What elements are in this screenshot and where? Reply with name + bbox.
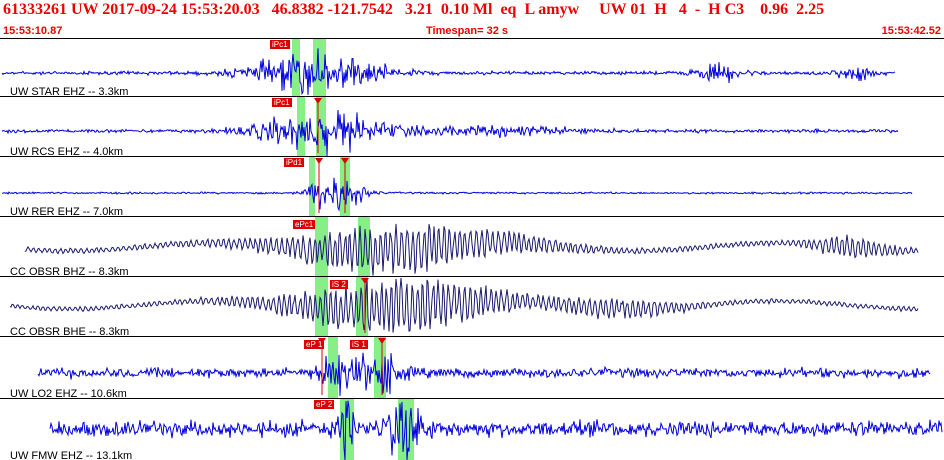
seismogram-waveform xyxy=(49,399,943,460)
pick-tag[interactable]: iPd1 xyxy=(284,158,305,167)
pick-marker-triangle[interactable] xyxy=(361,278,369,284)
end-time-label: 15:53:42.52 xyxy=(881,25,941,37)
event-summary-title: 61333261 UW 2017-09-24 15:53:20.03 46.83… xyxy=(3,1,825,18)
trace-uw-lo2[interactable]: eP 1 iS 1 UW LO2 EHZ -- 10.6km xyxy=(0,336,944,398)
pick-window-band xyxy=(313,39,326,96)
seismogram-waveform xyxy=(1,97,899,156)
trace-label: UW RER EHZ -- 7.0km xyxy=(10,206,124,216)
trace-label: UW FMW EHZ -- 13.1km xyxy=(10,450,133,460)
waveform-trace-line xyxy=(1,177,913,212)
pick-marker-triangle[interactable] xyxy=(315,158,323,164)
pick-tag[interactable]: iPc1 xyxy=(272,98,292,107)
trace-uw-star[interactable]: iPc1 UW STAR EHZ -- 3.3km xyxy=(0,38,944,96)
trace-label: UW STAR EHZ -- 3.3km xyxy=(10,86,129,96)
pick-tag[interactable]: ePc1 xyxy=(293,220,316,229)
trace-label: UW RCS EHZ -- 4.0km xyxy=(10,146,124,156)
trace-label: UW LO2 EHZ -- 10.6km xyxy=(10,388,127,398)
trace-uw-fmw[interactable]: eP 2 UW FMW EHZ -- 13.1km xyxy=(0,398,944,460)
trace-uw-rer[interactable]: iPd1 UW RER EHZ -- 7.0km xyxy=(0,156,944,216)
pick-tag[interactable]: iPc1 xyxy=(270,40,290,49)
pick-tag[interactable]: iS 2 xyxy=(330,280,348,289)
seismogram-waveform xyxy=(9,277,919,336)
waveform-panel[interactable]: iPc1 UW STAR EHZ -- 3.3km iPc1 UW RCS EH… xyxy=(0,38,944,460)
waveform-trace-line xyxy=(1,48,896,96)
pick-tag[interactable]: eP 2 xyxy=(314,400,335,409)
waveform-trace-line xyxy=(24,223,919,276)
timespan-label: Timespan= 32 s xyxy=(426,25,509,37)
waveform-trace-line xyxy=(49,400,943,460)
trace-label: CC OBSR BHZ -- 8.3km xyxy=(10,266,129,276)
waveform-trace-line xyxy=(1,109,899,156)
trace-label: CC OBSR BHE -- 8.3km xyxy=(10,326,130,336)
event-header: 61333261 UW 2017-09-24 15:53:20.03 46.83… xyxy=(0,0,944,38)
pick-window-band xyxy=(340,399,354,460)
seismogram-waveform xyxy=(1,39,896,96)
pick-tag[interactable]: iS 1 xyxy=(350,340,368,349)
pick-marker-triangle[interactable] xyxy=(341,158,349,164)
pick-window-band xyxy=(297,97,305,156)
start-time-label: 15:53:10.87 xyxy=(3,25,63,37)
seismogram-waveform xyxy=(24,217,919,276)
pick-tag[interactable]: eP 1 xyxy=(304,340,325,349)
seismogram-waveform xyxy=(1,157,913,216)
trace-cc-obsr-bhe[interactable]: iS 2 CC OBSR BHE -- 8.3km xyxy=(0,276,944,336)
trace-cc-obsr-bhz[interactable]: ePc1 CC OBSR BHZ -- 8.3km xyxy=(0,216,944,276)
pick-window-band xyxy=(315,217,328,276)
pick-marker-triangle[interactable] xyxy=(314,98,322,104)
seismogram-waveform xyxy=(37,337,931,398)
pick-marker-triangle[interactable] xyxy=(378,338,386,344)
waveform-trace-line xyxy=(37,352,931,396)
waveform-trace-line xyxy=(9,277,919,333)
trace-uw-rcs[interactable]: iPc1 UW RCS EHZ -- 4.0km xyxy=(0,96,944,156)
